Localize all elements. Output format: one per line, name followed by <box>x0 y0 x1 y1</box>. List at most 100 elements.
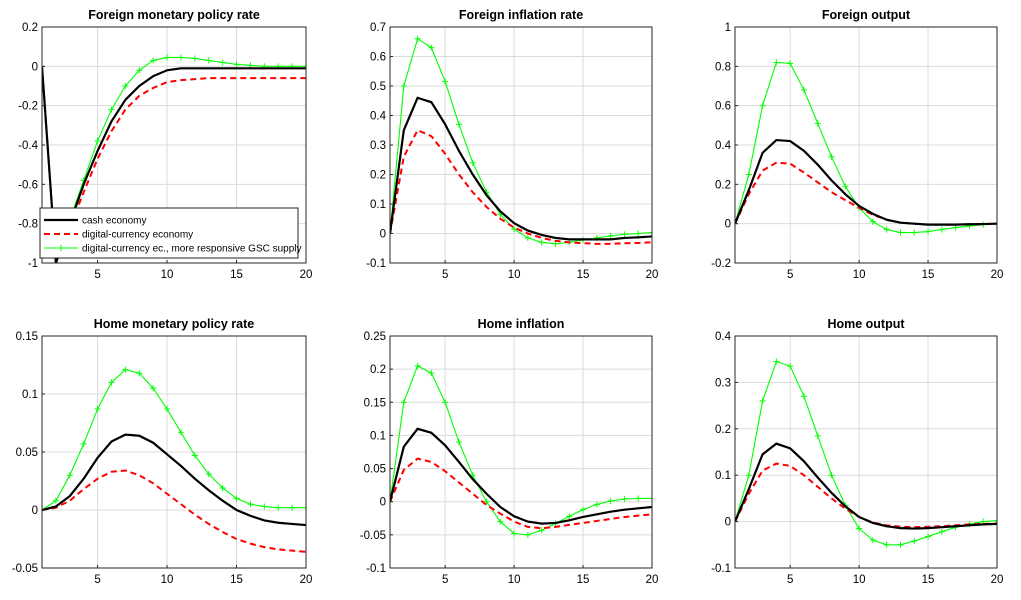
y-tick-label: -0.05 <box>12 563 38 575</box>
series-line-digital <box>390 457 652 530</box>
data-point-gsc <box>303 63 306 70</box>
chart-panel-3: 5 10 15 20 -0.2 0 0.2 0.4 0.6 0.8 1 Foreign output <box>711 8 1003 281</box>
data-point-gsc <box>649 229 652 236</box>
x-tick-label: 20 <box>300 574 313 586</box>
data-point-gsc <box>94 406 101 413</box>
y-tick-label: -0.1 <box>366 258 386 270</box>
y-tick-label: 0.25 <box>364 331 386 343</box>
series-line-cash <box>390 96 652 241</box>
x-tick-label: 10 <box>853 574 866 586</box>
data-point-gsc <box>925 533 932 540</box>
legend-label: cash economy <box>82 216 146 227</box>
data-point-gsc <box>538 527 545 534</box>
data-point-gsc <box>773 358 780 365</box>
data-point-gsc <box>883 541 890 548</box>
data-point-gsc <box>814 120 821 127</box>
data-point-gsc <box>150 57 157 64</box>
y-tick-label: 0.3 <box>715 377 731 389</box>
chart-title: Home monetary policy rate <box>94 317 255 331</box>
y-tick-label: 0.2 <box>370 170 386 182</box>
data-point-gsc <box>856 525 863 532</box>
data-point-gsc <box>621 496 628 503</box>
x-tick-label: 20 <box>300 269 313 281</box>
x-tick-label: 5 <box>94 574 100 586</box>
series-line-gsc <box>390 365 652 536</box>
y-tick-label: 0 <box>725 219 731 231</box>
series-group <box>735 358 997 548</box>
data-point-gsc <box>177 429 184 436</box>
x-tick-label: 15 <box>577 269 590 281</box>
x-tick-label: 20 <box>991 269 1004 281</box>
data-point-gsc <box>52 497 59 504</box>
data-point-gsc <box>428 370 435 377</box>
y-tick-label: 0.15 <box>364 397 386 409</box>
data-point-gsc <box>400 83 407 89</box>
data-point-gsc <box>994 517 997 524</box>
data-point-gsc <box>275 504 282 511</box>
data-point-gsc <box>108 379 115 386</box>
x-tick-label: 10 <box>853 269 866 281</box>
y-tick-label: 0.2 <box>370 364 386 376</box>
series-group <box>390 362 652 538</box>
y-tick-label: 0.2 <box>715 179 731 191</box>
data-point-gsc <box>869 218 876 225</box>
y-tick-label: 0.05 <box>364 464 386 476</box>
y-tick-label: -0.2 <box>711 258 731 270</box>
data-point-gsc <box>524 234 531 241</box>
data-point-gsc <box>400 399 407 406</box>
y-tick-label: 0.5 <box>370 81 386 93</box>
data-point-gsc <box>883 226 890 233</box>
data-point-gsc <box>164 54 171 61</box>
data-point-gsc <box>580 506 587 513</box>
series-group <box>390 35 652 247</box>
data-point-gsc <box>800 393 807 400</box>
x-tick-label: 5 <box>442 574 448 586</box>
series-line-cash <box>735 442 997 530</box>
chart-title: Home inflation <box>478 317 565 331</box>
x-tick-label: 15 <box>922 574 935 586</box>
data-point-gsc <box>511 226 518 233</box>
legend-label: digital-currency ec., more responsive GS… <box>82 244 302 255</box>
data-point-gsc <box>442 78 449 85</box>
chart-title: Home output <box>827 317 905 331</box>
y-tick-label: 0.2 <box>22 22 38 34</box>
y-tick-label: 0.6 <box>715 101 731 113</box>
data-point-gsc <box>635 230 642 237</box>
y-tick-label: 0.4 <box>715 140 732 152</box>
y-tick-label: -0.1 <box>711 563 731 575</box>
chart-title: Foreign monetary policy rate <box>88 8 260 22</box>
y-tick-label: 0.1 <box>715 470 731 482</box>
data-point-gsc <box>511 530 518 537</box>
y-tick-label: 0 <box>32 505 38 517</box>
data-point-gsc <box>136 67 143 74</box>
y-tick-label: 0.05 <box>16 447 38 459</box>
data-point-gsc <box>164 406 171 413</box>
data-point-gsc <box>745 171 752 178</box>
plot-area <box>390 336 652 568</box>
x-tick-label: 20 <box>646 574 659 586</box>
y-tick-label: -0.2 <box>18 101 38 113</box>
chart-title: Foreign output <box>822 8 911 22</box>
data-point-gsc <box>177 54 184 61</box>
axes-frame <box>389 335 653 569</box>
legend-box <box>39 207 299 259</box>
series-line-cash <box>735 138 997 226</box>
data-point-gsc <box>814 432 821 439</box>
x-tick-label: 15 <box>922 269 935 281</box>
data-point-gsc <box>911 229 918 236</box>
series-line-digital <box>42 469 306 553</box>
y-tick-label: -1 <box>28 258 38 270</box>
series-line-gsc <box>735 360 997 546</box>
chart-panel-6: 5 10 15 20 -0.1 0 0.1 0.2 0.3 0.4 Home output <box>711 317 1003 586</box>
data-point-gsc <box>108 106 115 113</box>
data-point-gsc <box>483 498 490 505</box>
series-line-cash <box>42 433 306 527</box>
x-tick-label: 5 <box>442 269 448 281</box>
y-tick-label: 0.3 <box>370 140 386 152</box>
x-tick-label: 15 <box>230 269 243 281</box>
y-tick-label: 0 <box>380 229 386 241</box>
data-point-gsc <box>897 229 904 236</box>
data-point-gsc <box>428 44 435 51</box>
data-point-gsc <box>191 55 198 62</box>
